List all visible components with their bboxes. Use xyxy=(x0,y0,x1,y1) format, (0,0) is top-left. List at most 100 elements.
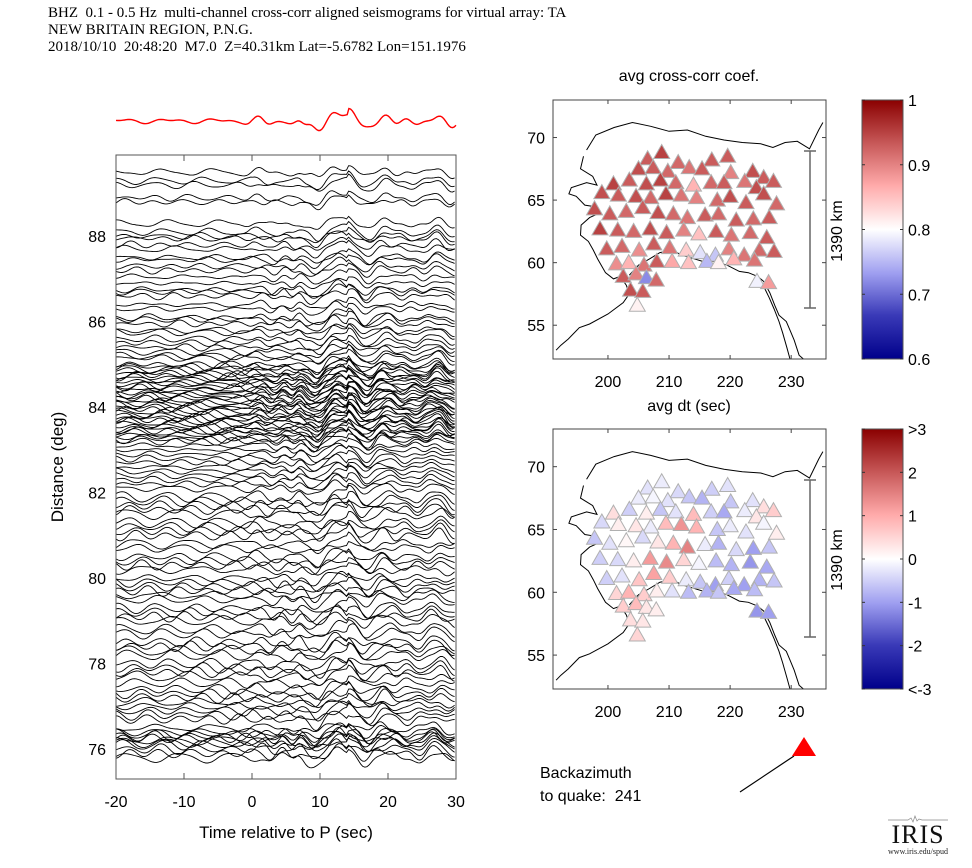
station-marker[interactable] xyxy=(722,226,741,242)
station-marker[interactable] xyxy=(597,569,616,585)
station-marker[interactable] xyxy=(633,612,652,628)
station-marker[interactable] xyxy=(600,204,619,221)
station-marker[interactable] xyxy=(735,246,754,262)
station-marker[interactable] xyxy=(664,534,683,550)
station-marker[interactable] xyxy=(760,208,779,225)
station-marker[interactable] xyxy=(757,558,776,574)
station-marker[interactable] xyxy=(651,171,670,187)
station-marker[interactable] xyxy=(677,241,696,257)
station-marker[interactable] xyxy=(621,281,640,297)
iris-url[interactable]: www.iris.edu/spud xyxy=(888,847,948,856)
station-marker[interactable] xyxy=(597,239,616,256)
station-marker[interactable] xyxy=(657,514,675,530)
station-marker[interactable] xyxy=(724,579,743,596)
station-marker[interactable] xyxy=(720,239,738,256)
station-marker[interactable] xyxy=(620,171,639,187)
station-marker[interactable] xyxy=(727,211,746,227)
station-marker[interactable] xyxy=(707,222,725,238)
station-marker[interactable] xyxy=(660,568,679,584)
station-marker[interactable] xyxy=(679,253,698,270)
station-marker[interactable] xyxy=(635,256,653,272)
station-marker[interactable] xyxy=(633,528,652,544)
station-marker[interactable] xyxy=(741,223,760,240)
station-marker[interactable] xyxy=(604,504,623,520)
station-marker[interactable] xyxy=(604,174,623,191)
station-marker[interactable] xyxy=(748,602,766,618)
station-marker[interactable] xyxy=(674,550,693,567)
station-marker[interactable] xyxy=(698,252,716,268)
station-marker[interactable] xyxy=(619,253,638,270)
station-marker[interactable] xyxy=(750,241,769,257)
station-marker[interactable] xyxy=(608,550,627,567)
station-marker[interactable] xyxy=(637,598,656,614)
station-marker[interactable] xyxy=(696,206,714,222)
station-marker[interactable] xyxy=(652,472,671,489)
station-marker[interactable] xyxy=(684,505,703,521)
station-marker[interactable] xyxy=(721,516,739,533)
station-marker[interactable] xyxy=(609,515,628,531)
station-marker[interactable] xyxy=(621,610,640,627)
station-marker[interactable] xyxy=(657,184,675,201)
station-marker[interactable] xyxy=(624,222,643,238)
station-marker[interactable] xyxy=(735,172,754,188)
station-marker[interactable] xyxy=(629,489,648,505)
station-marker[interactable] xyxy=(644,487,663,504)
station-marker[interactable] xyxy=(614,597,633,613)
station-marker[interactable] xyxy=(754,184,773,201)
station-marker[interactable] xyxy=(627,187,645,203)
station-marker[interactable] xyxy=(754,168,773,185)
station-marker[interactable] xyxy=(702,502,721,519)
station-marker[interactable] xyxy=(735,575,754,592)
station-marker[interactable] xyxy=(663,252,681,268)
station-marker[interactable] xyxy=(707,551,725,568)
station-marker[interactable] xyxy=(633,198,652,215)
station-marker[interactable] xyxy=(628,625,647,642)
station-marker[interactable] xyxy=(684,176,703,192)
iris-logo[interactable]: IRIS www.iris.edu/spud xyxy=(878,815,958,856)
station-marker[interactable] xyxy=(627,594,645,611)
station-marker[interactable] xyxy=(754,514,773,530)
station-marker[interactable] xyxy=(765,571,783,588)
station-marker[interactable] xyxy=(607,584,626,601)
station-marker[interactable] xyxy=(724,249,743,266)
station-marker[interactable] xyxy=(657,553,676,569)
station-marker[interactable] xyxy=(708,520,727,536)
station-marker[interactable] xyxy=(702,173,721,190)
station-marker[interactable] xyxy=(666,173,685,190)
station-marker[interactable] xyxy=(709,253,728,270)
station-marker[interactable] xyxy=(735,501,754,518)
station-marker[interactable] xyxy=(743,491,762,508)
station-marker[interactable] xyxy=(702,480,721,496)
station-marker[interactable] xyxy=(624,551,643,568)
station-marker[interactable] xyxy=(765,242,783,258)
station-marker[interactable] xyxy=(614,267,633,283)
station-marker[interactable] xyxy=(658,491,677,508)
station-marker[interactable] xyxy=(647,582,666,598)
station-marker[interactable] xyxy=(748,272,766,288)
station-marker[interactable] xyxy=(637,174,656,191)
station-marker[interactable] xyxy=(609,186,628,202)
station-marker[interactable] xyxy=(592,512,611,529)
station-marker[interactable] xyxy=(679,583,698,599)
station-marker[interactable] xyxy=(647,600,666,617)
station-marker[interactable] xyxy=(718,147,737,163)
station-marker[interactable] xyxy=(690,224,708,241)
station-marker[interactable] xyxy=(627,264,645,281)
station-marker[interactable] xyxy=(757,228,776,245)
station-marker[interactable] xyxy=(674,221,693,237)
station-marker[interactable] xyxy=(767,194,786,211)
station-marker[interactable] xyxy=(754,497,773,514)
station-marker[interactable] xyxy=(651,500,670,516)
station-marker[interactable] xyxy=(585,199,604,216)
station-marker[interactable] xyxy=(687,517,706,534)
station-marker[interactable] xyxy=(664,204,683,221)
station-marker[interactable] xyxy=(702,151,721,167)
station-marker[interactable] xyxy=(759,603,778,619)
station-marker[interactable] xyxy=(709,583,728,599)
station-marker[interactable] xyxy=(641,188,660,205)
station-marker[interactable] xyxy=(690,554,708,570)
station-marker[interactable] xyxy=(641,549,659,565)
station-marker[interactable] xyxy=(715,173,733,190)
station-marker[interactable] xyxy=(691,573,710,589)
station-marker[interactable] xyxy=(698,582,716,598)
